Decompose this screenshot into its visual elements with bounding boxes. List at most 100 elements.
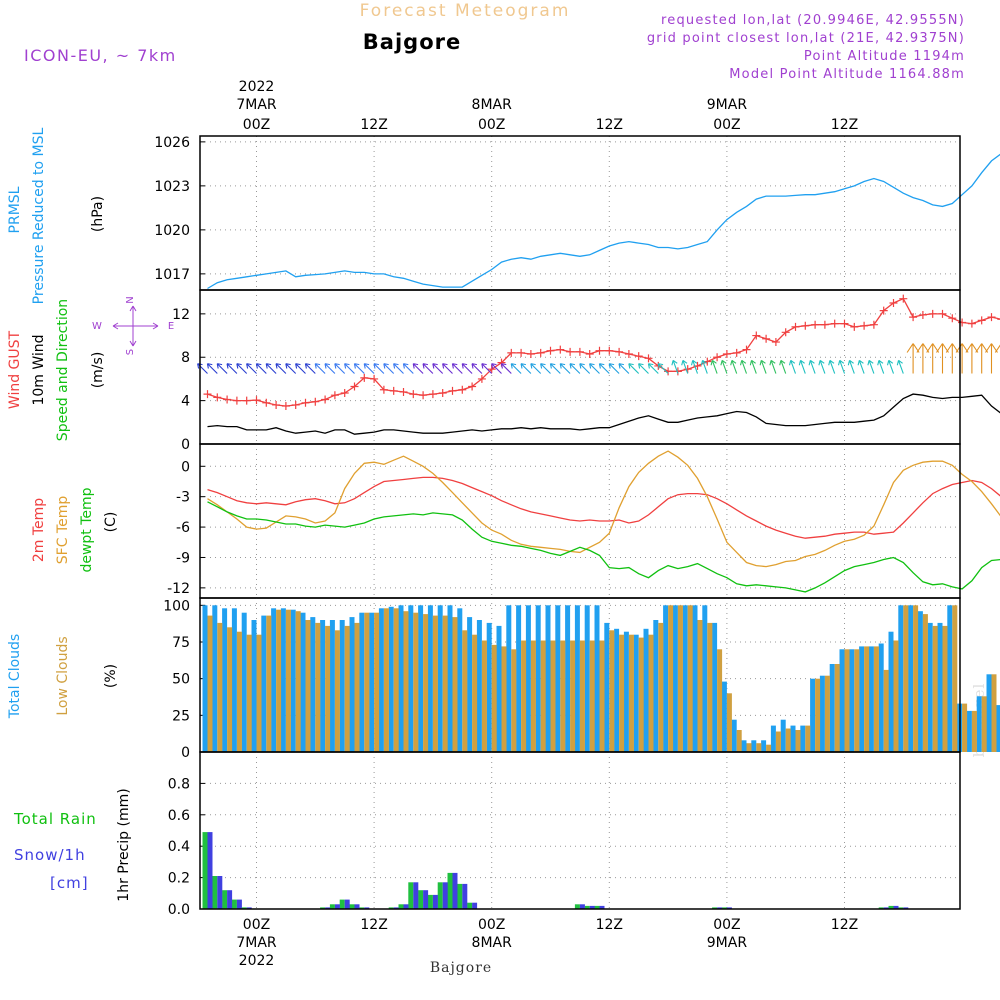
wind-arrow [965,343,979,374]
gust-marker [879,306,888,315]
ytick-label: 1023 [154,179,190,195]
gust-marker [566,347,575,356]
wind-arrow [569,363,581,374]
bar-total-rain [349,904,355,909]
gust-marker [252,396,261,405]
wind-arrow [618,363,630,374]
bar-snow-1h [423,890,429,909]
chart-title: Forecast Meteogram [360,1,571,21]
bar-low-clouds [227,627,233,752]
gust-marker [419,391,428,400]
bar-total-rain [467,902,473,909]
requested-coords: requested lon,lat (20.9946E, 42.9555N) [661,13,965,28]
gust-marker [272,400,281,409]
gust-marker [918,310,927,319]
gust-marker [987,313,996,322]
bar-total-rain [447,872,453,909]
clouds-plot-area: 0 25 50 75 100 [163,597,1000,761]
gust-marker [301,398,310,407]
top-year-label: 2022 [239,79,275,95]
bar-total-rain [878,907,884,909]
bar-total-clouds [898,605,904,752]
series-line-10m-wind [207,393,1000,435]
bar-low-clouds [589,640,595,752]
bar-total-clouds [643,628,649,752]
gust-marker [889,299,898,308]
wind-arrow [255,363,267,374]
bar-low-clouds [942,625,948,752]
series-line-sfc-temp [207,450,1000,568]
bar-low-clouds [432,615,438,752]
bar-total-clouds [947,605,953,752]
ytick-label: 8 [181,350,190,366]
bar-low-clouds [413,612,419,752]
bar-total-clouds [800,725,806,752]
bar-total-rain [427,894,433,909]
wind-arrow [236,363,248,374]
wind-arrow [353,363,365,374]
grid-point-coords: grid point closest lon,lat (21E, 42.9375… [647,31,965,46]
bottom-time-tick: 00Z [478,917,505,933]
bar-low-clouds [285,609,291,752]
bar-low-clouds [815,678,821,752]
clouds-unit: (%) [103,664,119,688]
gust-marker [585,349,594,358]
bar-total-rain [359,907,365,909]
top-date-label: 7MAR [236,97,277,113]
gust-marker [477,374,486,383]
compass-rose: N S W E [92,296,174,355]
gust-marker [507,348,516,357]
bar-snow-1h [403,904,409,909]
bar-low-clouds [501,646,507,752]
bar-low-clouds [736,730,742,752]
bar-low-clouds [246,634,252,752]
precip-panel: 0.00.20.40.60.8 Total Rain Snow/1h [cm] … [13,751,961,918]
bar-total-rain [231,899,237,909]
bar-total-clouds [829,664,835,752]
bar-low-clouds [619,634,625,752]
bar-snow-1h [325,907,331,909]
bar-low-clouds [530,640,536,752]
bar-low-clouds [540,640,546,752]
top-time-tick: 12Z [360,117,387,133]
bar-total-clouds [271,608,277,752]
gust-marker [428,390,437,399]
bar-total-clouds [751,740,757,752]
ytick-label: -6 [176,520,190,536]
bar-total-clouds [614,628,620,752]
ytick-label: -3 [176,490,190,506]
compass-west: W [92,321,102,332]
wind-arrow [510,363,522,374]
wind-arrow [638,363,649,374]
bar-low-clouds [864,646,870,752]
wind-plot-area: 0 4 8 12 [172,289,1000,453]
bar-total-clouds [819,675,825,752]
bar-total-rain [320,907,326,909]
bar-total-clouds [721,681,727,752]
wind-arrow [779,359,787,374]
gust-marker [830,319,839,328]
bar-low-clouds [462,630,468,752]
gust-marker [820,320,829,329]
wind-arrow [808,359,816,374]
bar-low-clouds [913,605,919,752]
wind-arrow [314,363,326,374]
bar-low-clouds [766,744,772,752]
series-line-wind-gust [207,297,1000,407]
bar-low-clouds [423,614,429,752]
bar-snow-1h [344,899,350,909]
top-time-axis: 00Z 12Z 00Z 12Z 00Z 12Z 7MAR 2022 8MAR 9MAR [236,79,858,133]
bar-low-clouds [207,615,213,752]
gust-marker [399,387,408,396]
gust-marker [468,382,477,391]
ytick-label: 0 [181,459,190,475]
gust-marker [330,391,339,400]
compass-south: S [125,349,136,355]
wind-arrow [818,359,826,374]
bar-total-clouds [231,608,237,752]
bar-snow-1h [452,872,458,909]
bar-total-clouds [810,678,816,752]
gust-marker [683,365,692,374]
bar-low-clouds [893,640,899,752]
